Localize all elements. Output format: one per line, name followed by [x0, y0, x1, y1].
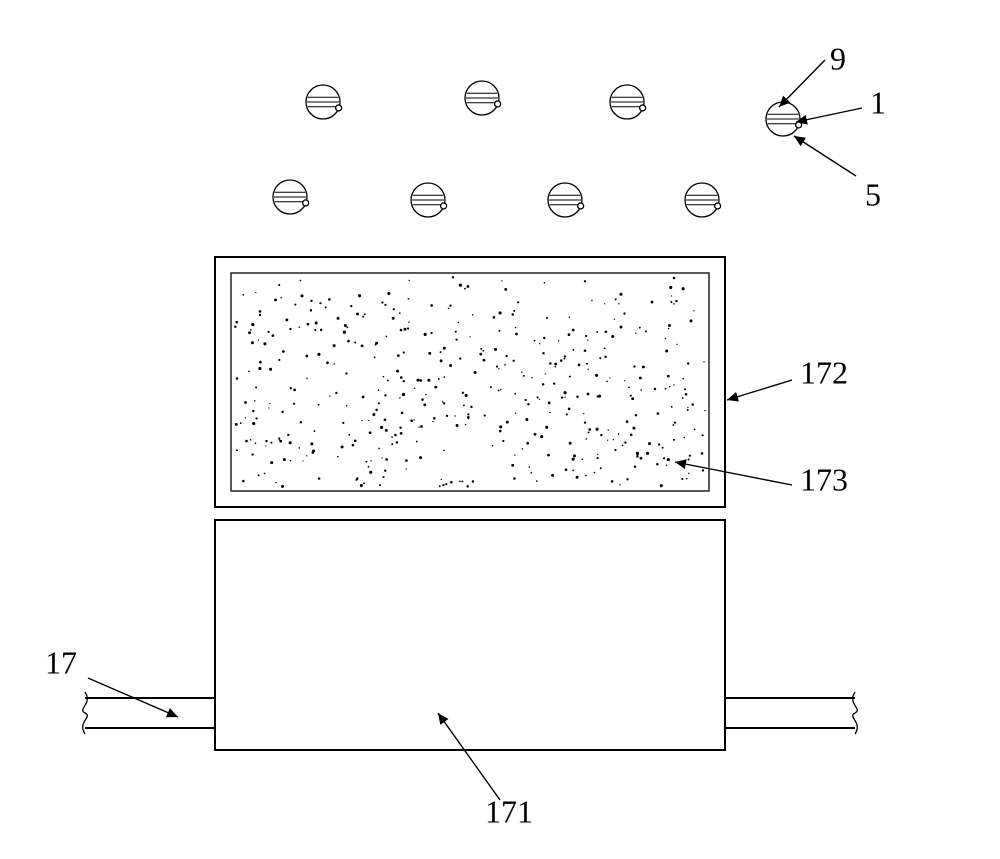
sphere [766, 102, 802, 136]
callout-label: 171 [485, 794, 533, 830]
callout-label: 5 [865, 177, 881, 213]
sphere [465, 81, 501, 115]
speckle-fill [234, 276, 705, 488]
callout-label: 17 [45, 645, 77, 681]
callout-label: 1 [870, 85, 886, 121]
upper-box-inner [231, 273, 709, 491]
lower-box [215, 520, 725, 750]
sphere [610, 85, 646, 119]
callout-label: 173 [800, 462, 848, 498]
sphere [411, 183, 447, 217]
callout-label: 9 [830, 41, 846, 77]
sphere [685, 183, 721, 217]
sphere [548, 183, 584, 217]
sphere [273, 180, 309, 214]
upper-box-outer [215, 257, 725, 507]
sphere [306, 85, 342, 119]
callout-label: 172 [800, 355, 848, 391]
